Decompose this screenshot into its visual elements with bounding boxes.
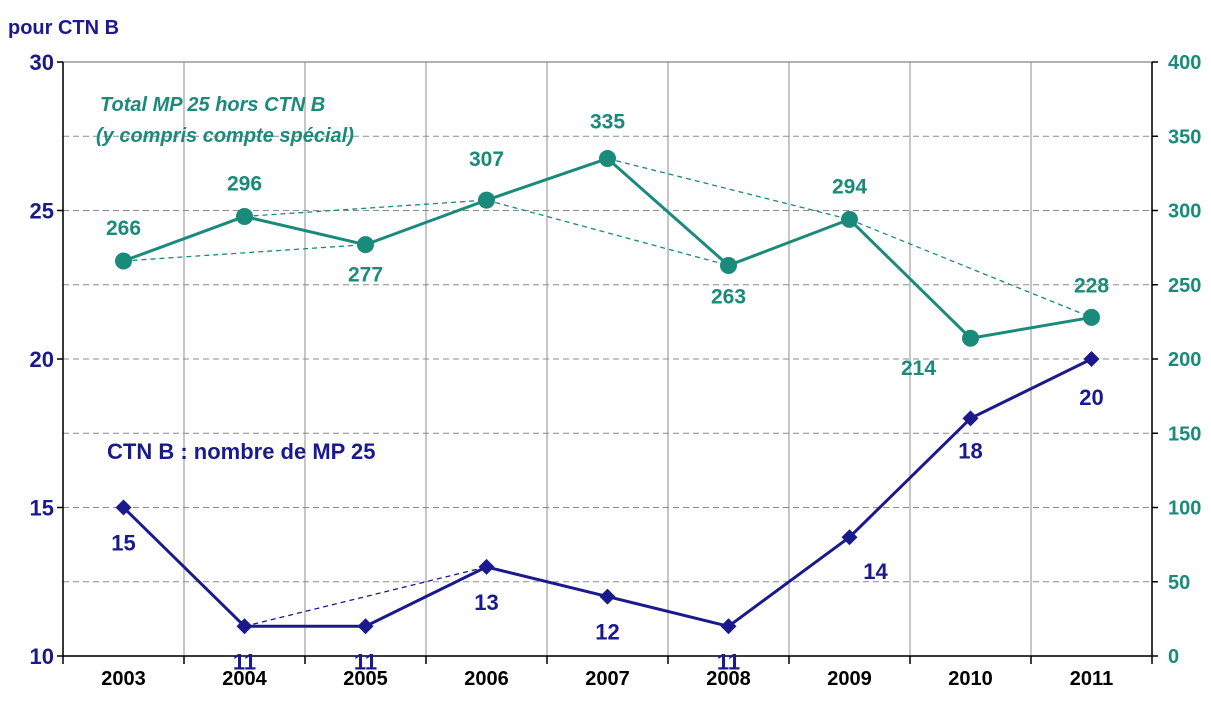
trend-line <box>244 199 487 218</box>
data-label: 11 <box>233 649 256 674</box>
data-point-marker <box>720 256 737 274</box>
data-label: 277 <box>348 264 383 287</box>
data-label: 11 <box>354 649 377 674</box>
left-axis-title: pour CTN B <box>8 17 119 39</box>
right-axis-tick-label: 350 <box>1168 126 1201 148</box>
series-line-0 <box>122 157 1092 340</box>
data-label: 335 <box>590 111 625 134</box>
data-point-marker <box>720 618 737 635</box>
left-axis-tick-label: 15 <box>30 496 54 521</box>
trend-line <box>123 244 366 262</box>
data-point-marker <box>841 210 858 228</box>
right-axis-tick-label: 200 <box>1168 349 1201 371</box>
data-point-marker <box>236 618 253 635</box>
left-axis-tick-label: 20 <box>30 347 54 372</box>
data-point-marker <box>357 236 374 254</box>
trend-line <box>607 157 850 221</box>
data-point-marker <box>599 150 616 168</box>
right-axis-tick-label: 250 <box>1168 275 1201 297</box>
right-axis-tick-label: 50 <box>1168 572 1190 594</box>
data-point-marker <box>962 410 979 427</box>
x-axis-tick-label: 2003 <box>101 668 146 690</box>
left-axis-tick-label: 25 <box>30 199 54 224</box>
data-label: 294 <box>832 175 867 198</box>
data-labels: 266 296 277 307 335 263 294 214 228 15 11 11 13 12 11 1… <box>106 111 1109 675</box>
data-label: 15 <box>111 531 135 556</box>
data-label: 296 <box>227 172 262 195</box>
data-point-marker <box>1083 308 1100 326</box>
data-point-marker <box>478 191 495 209</box>
x-axis-tick-label: 2006 <box>464 668 509 690</box>
data-point-marker <box>1083 351 1100 367</box>
x-axis-tick-label: 2009 <box>827 668 872 690</box>
series-line-1 <box>122 357 1093 628</box>
data-label: 266 <box>106 217 141 240</box>
x-axis-tick-label: 2010 <box>948 668 993 690</box>
x-axis-tick-label: 2011 <box>1070 668 1113 690</box>
left-axis-tick-label: 10 <box>30 644 54 669</box>
data-point-marker <box>357 618 374 635</box>
right-axis-tick-label: 400 <box>1168 52 1201 74</box>
series-lines <box>115 150 1100 635</box>
trend-line <box>244 566 487 627</box>
legend-label-total-mp25-line1: Total MP 25 hors CTN B <box>100 94 325 116</box>
trend-lines <box>123 157 1092 627</box>
data-label: 14 <box>863 559 888 584</box>
right-axis-tick-label: 100 <box>1168 498 1201 520</box>
x-axis-tick-label: 2008 <box>706 668 751 690</box>
data-point-marker <box>599 588 616 605</box>
legend-label-ctnb-mp25: CTN B : nombre de MP 25 <box>107 439 376 464</box>
data-point-marker <box>115 499 132 516</box>
gridlines <box>63 62 1152 656</box>
data-label: 307 <box>469 148 504 171</box>
data-label: 228 <box>1074 274 1109 297</box>
data-label: 18 <box>958 438 982 463</box>
data-point-marker <box>115 252 132 270</box>
data-label: 13 <box>474 590 498 615</box>
x-axis-tick-label: 2004 <box>222 668 267 690</box>
data-label: 12 <box>595 620 619 645</box>
data-label: 20 <box>1079 385 1103 410</box>
data-point-marker <box>478 558 495 575</box>
data-label: 214 <box>901 357 936 380</box>
data-label: 11 <box>717 649 740 674</box>
right-axis-tick-label: 300 <box>1168 201 1201 223</box>
legend-label-total-mp25-line2: (y compris compte spécial) <box>96 125 354 147</box>
right-axis-tick-label: 150 <box>1168 423 1201 445</box>
right-axis-tick-label: 0 <box>1168 646 1179 668</box>
data-point-marker <box>236 207 253 225</box>
trend-line <box>486 199 729 267</box>
x-axis-tick-label: 2007 <box>585 668 630 690</box>
data-label: 263 <box>711 285 746 308</box>
left-axis-tick-label: 30 <box>30 50 54 75</box>
x-axis-tick-label: 2005 <box>343 668 388 690</box>
data-point-marker <box>841 529 858 546</box>
trend-line <box>849 218 1092 319</box>
data-point-marker <box>962 329 979 347</box>
